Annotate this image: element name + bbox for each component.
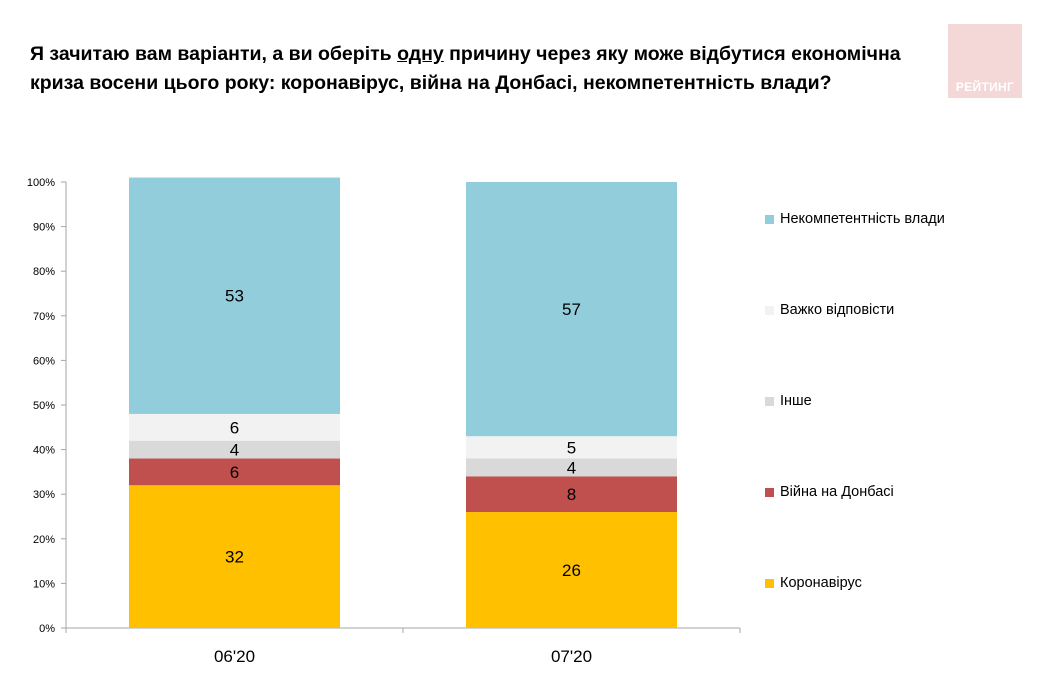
bar-segment-coronavirus: [466, 512, 677, 628]
bar-segment-war: [466, 476, 677, 513]
data-label-coronavirus: 32: [225, 548, 244, 567]
data-label-incompetence: 53: [225, 287, 244, 306]
bar-segment-hard: [466, 436, 677, 459]
logo-text: РЕЙТИНГ: [955, 80, 1015, 94]
y-tick-label: 0%: [39, 623, 55, 635]
y-tick-label: 60%: [33, 355, 55, 367]
data-label-war: 8: [567, 485, 576, 504]
legend-swatch: [765, 214, 774, 224]
bar-segment-war: [129, 458, 340, 486]
title-part1: Я зачитаю вам варіанти, а ви оберіть: [30, 43, 398, 65]
legend-item-incompetence: Некомпетентність влади: [765, 211, 945, 227]
x-tick-label: 07'20: [551, 647, 592, 666]
bar-segment-hard: [129, 413, 340, 441]
legend-swatch: [765, 578, 774, 588]
legend-swatch: [765, 396, 774, 406]
bar-segment-incompetence: [466, 182, 677, 437]
legend-item-other: Інше: [765, 393, 812, 409]
legend-item-coronavirus: Коронавірус: [765, 575, 862, 591]
data-label-other: 4: [567, 458, 576, 477]
y-tick-label: 20%: [33, 534, 55, 546]
bar-segment-other: [466, 458, 677, 477]
data-label-other: 4: [230, 441, 239, 460]
data-label-war: 6: [230, 463, 239, 482]
data-label-incompetence: 57: [562, 300, 581, 319]
rating-logo: РЕЙТИНГ: [948, 24, 1022, 98]
data-label-hard: 6: [230, 418, 239, 437]
legend-swatch: [765, 305, 774, 315]
y-tick-label: 70%: [33, 311, 55, 323]
bar-segment-other: [129, 440, 340, 459]
y-tick-label: 80%: [33, 266, 55, 278]
y-tick-label: 100%: [27, 177, 55, 189]
legend-label: Важко відповісти: [780, 302, 895, 318]
legend-item-hard: Важко відповісти: [765, 302, 894, 318]
x-tick-label: 06'20: [214, 647, 255, 666]
y-tick-label: 30%: [33, 489, 55, 501]
title-underlined-word: одну: [397, 43, 444, 65]
data-label-coronavirus: 26: [562, 561, 581, 580]
title-part2: причину через яку може відбутися економі…: [30, 43, 901, 94]
legend-label: Коронавірус: [780, 575, 862, 591]
legend-label: Війна на Донбасі: [780, 484, 894, 500]
y-tick-label: 90%: [33, 222, 55, 234]
data-label-hard: 5: [567, 438, 576, 457]
legend-item-war: Війна на Донбасі: [765, 484, 894, 500]
y-tick-label: 50%: [33, 400, 55, 412]
y-tick-label: 40%: [33, 445, 55, 457]
legend-swatch: [765, 487, 774, 497]
bar-segment-coronavirus: [129, 485, 340, 628]
legend-label: Інше: [780, 393, 812, 409]
y-tick-label: 10%: [33, 578, 55, 590]
legend-label: Некомпетентність влади: [780, 211, 945, 227]
chart-title: Я зачитаю вам варіанти, а ви оберіть одн…: [30, 40, 930, 98]
bar-segment-incompetence: [129, 177, 340, 414]
